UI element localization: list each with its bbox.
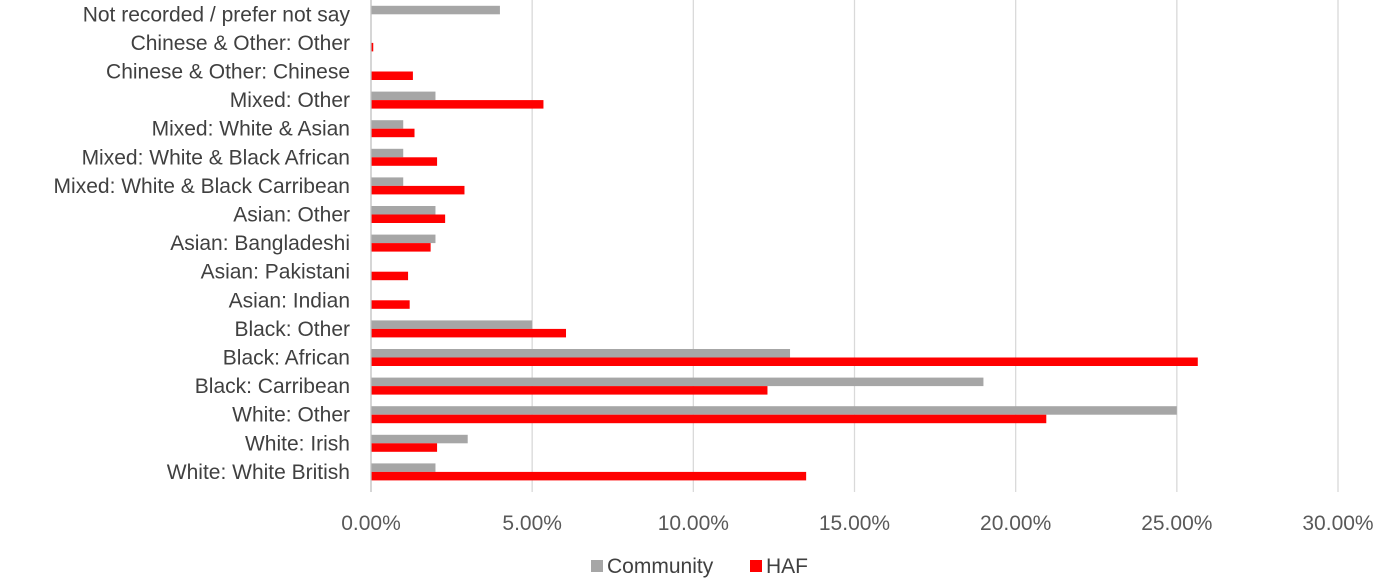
x-tick-label: 30.00%	[1302, 512, 1373, 535]
category-label: White: White British	[167, 461, 350, 484]
category-label: Not recorded / prefer not say	[83, 3, 351, 26]
bar-community	[371, 463, 436, 472]
category-label: Asian: Other	[233, 204, 350, 227]
bar-haf	[371, 185, 465, 195]
x-tick-label: 10.00%	[658, 512, 729, 535]
bar-haf	[371, 214, 446, 223]
bar-haf	[371, 42, 374, 52]
bar-haf	[371, 357, 1198, 366]
legend: Community HAF	[591, 555, 808, 578]
bar-haf	[371, 128, 415, 138]
category-label: Mixed: White & Asian	[152, 118, 350, 141]
category-label: Chinese & Other: Other	[131, 32, 350, 55]
legend-swatch-haf	[750, 560, 762, 572]
x-tick-label: 0.00%	[341, 512, 401, 535]
legend-label-community: Community	[607, 555, 714, 578]
category-label: Asian: Indian	[229, 289, 350, 312]
bar-haf	[371, 328, 567, 338]
bar-haf	[371, 71, 413, 80]
bar-haf	[371, 443, 438, 452]
category-label: Mixed: White & Black Carribean	[54, 175, 350, 198]
category-label: Asian: Bangladeshi	[170, 232, 350, 255]
bar-haf	[371, 243, 431, 252]
bar-haf	[371, 386, 768, 395]
category-label: Black: Carribean	[195, 375, 350, 398]
bar-community	[371, 5, 500, 15]
bar-community	[371, 91, 436, 101]
category-labels: Not recorded / prefer not say Chinese & O…	[54, 3, 351, 484]
bar-haf	[371, 414, 1047, 424]
x-tick-label: 15.00%	[819, 512, 890, 535]
category-label: White: Irish	[245, 432, 350, 455]
bar-community	[371, 434, 468, 444]
bar-community	[371, 206, 436, 215]
x-tick-label: 5.00%	[502, 512, 562, 535]
bar-haf	[371, 157, 438, 166]
category-label: Asian: Pakistani	[201, 261, 350, 284]
bar-haf	[371, 271, 409, 281]
legend-label-haf: HAF	[766, 555, 808, 578]
category-label: Mixed: Other	[230, 89, 350, 112]
bar-community	[371, 148, 404, 158]
bar-community	[371, 406, 1177, 415]
bar-community	[371, 177, 404, 186]
category-label: Black: African	[223, 347, 350, 370]
category-label: Chinese & Other: Chinese	[106, 61, 350, 84]
bar-community	[371, 349, 791, 358]
bar-community	[371, 120, 404, 129]
x-tick-labels: 0.00% 5.00% 10.00% 15.00% 20.00% 25.00% 30.00%	[341, 512, 1373, 535]
bar-haf	[371, 100, 544, 109]
bar-community	[371, 377, 984, 387]
bar-haf	[371, 471, 807, 481]
legend-swatch-community	[591, 560, 603, 572]
x-tick-label: 20.00%	[980, 512, 1051, 535]
bar-haf	[371, 300, 410, 309]
x-tick-label: 25.00%	[1141, 512, 1212, 535]
bar-community	[371, 320, 533, 329]
bars	[371, 5, 1198, 481]
category-label: Mixed: White & Black African	[82, 146, 350, 169]
category-label: Black: Other	[234, 318, 350, 341]
bar-community	[371, 234, 436, 244]
category-label: White: Other	[232, 404, 350, 427]
